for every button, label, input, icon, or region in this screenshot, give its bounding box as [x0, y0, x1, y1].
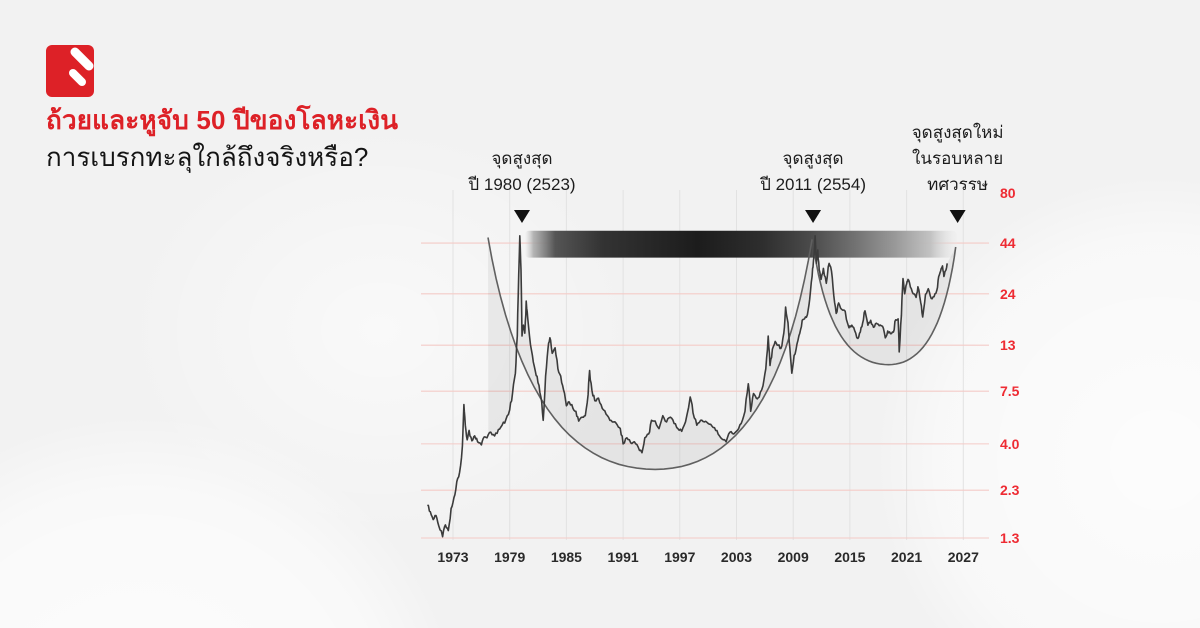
silver-price-polyline: [427, 235, 948, 538]
annotation-label-2: จุดสูงสุดใหม่ในรอบหลายทศวรรษ: [912, 122, 1004, 194]
y-axis-labels: 80 44 24 13 7.5 4.0 2.3 1.3: [1000, 185, 1020, 546]
x-axis-labels: 1973 1979 1985 1991 1997 2003 2009 2015 2021 2027: [437, 549, 979, 565]
x-tick-1991: 1991: [608, 549, 639, 565]
x-tick-1973: 1973: [437, 549, 468, 565]
page-title: ถ้วยและหูจับ 50 ปีของโลหะเงิน: [46, 105, 399, 135]
x-tick-2003: 2003: [721, 549, 752, 565]
y-tick-80: 80: [1000, 185, 1016, 201]
x-tick-1985: 1985: [551, 549, 582, 565]
page-subtitle: การเบรกทะลุใกล้ถึงจริงหรือ?: [46, 142, 369, 172]
y-tick-24: 24: [1000, 286, 1016, 302]
cup-pattern-arcs: [487, 237, 957, 471]
x-tick-2015: 2015: [834, 549, 865, 565]
price-line: [427, 235, 948, 538]
y-tick-44: 44: [1000, 235, 1016, 251]
annotations: จุดสูงสุดปี 1980 (2523) จุดสูงสุดปี 2011 …: [468, 122, 1004, 194]
peak-marker-triangle-1: [805, 210, 822, 223]
cup-arc: [487, 237, 813, 471]
cup-arc-fill: [488, 235, 813, 470]
logo-slash-icon: [70, 47, 94, 71]
x-tick-2009: 2009: [778, 549, 809, 565]
annotation-label-1: จุดสูงสุดปี 2011 (2554): [759, 149, 866, 194]
handle-arc-fill: [814, 235, 956, 365]
y-tick-2.3: 2.3: [1000, 482, 1020, 498]
annotation-label-0: จุดสูงสุดปี 1980 (2523): [468, 149, 576, 194]
x-tick-2021: 2021: [891, 549, 922, 565]
x-tick-1997: 1997: [664, 549, 695, 565]
cup-pattern-fills: [488, 235, 956, 470]
y-tick-7.5: 7.5: [1000, 383, 1020, 399]
brand-logo: [46, 45, 94, 97]
y-tick-4.0: 4.0: [1000, 436, 1020, 452]
y-tick-1.3: 1.3: [1000, 530, 1020, 546]
resistance-zone-bar: [524, 230, 957, 258]
peak-marker-triangle-2: [949, 210, 966, 223]
y-tick-13: 13: [1000, 337, 1016, 353]
resistance-band: [524, 230, 957, 258]
peak-marker-triangle-0: [513, 210, 530, 223]
x-tick-1979: 1979: [494, 549, 525, 565]
handle-arc: [814, 246, 957, 366]
x-tick-2027: 2027: [948, 549, 979, 565]
logo-tick-icon: [69, 69, 86, 86]
peak-markers: [513, 210, 966, 223]
